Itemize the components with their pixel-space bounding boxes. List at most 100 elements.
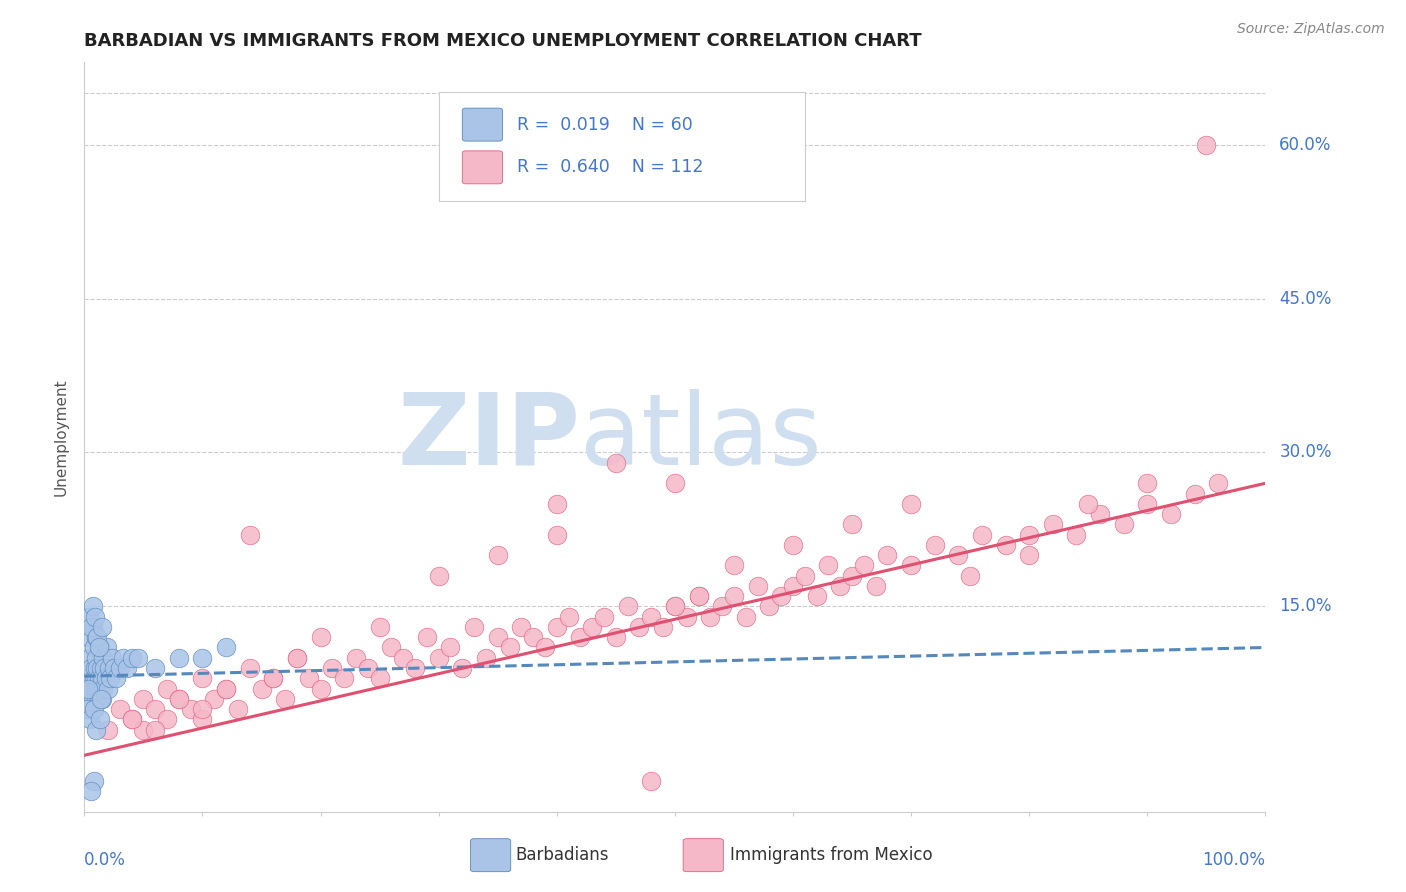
Point	[143, 723, 166, 737]
Point	[215, 640, 238, 655]
Point	[105, 671, 128, 685]
Point	[1184, 486, 1206, 500]
Point	[191, 671, 214, 685]
Point	[770, 589, 793, 603]
Point	[121, 712, 143, 726]
Point	[80, 784, 103, 798]
Point	[79, 681, 101, 696]
Text: Barbadians: Barbadians	[516, 847, 609, 864]
Point	[486, 630, 509, 644]
Point	[87, 671, 110, 685]
Text: Source: ZipAtlas.com: Source: ZipAtlas.com	[1237, 22, 1385, 37]
Point	[333, 671, 356, 685]
Point	[368, 620, 391, 634]
Point	[191, 650, 214, 665]
Point	[900, 558, 922, 573]
Point	[108, 702, 131, 716]
Point	[747, 579, 769, 593]
Point	[91, 691, 114, 706]
Point	[734, 609, 756, 624]
Point	[534, 640, 557, 655]
Point	[84, 671, 107, 685]
Point	[427, 650, 450, 665]
Point	[344, 650, 367, 665]
Point	[1136, 476, 1159, 491]
Point	[83, 773, 105, 788]
Point	[628, 620, 651, 634]
Point	[711, 599, 734, 614]
Point	[357, 661, 380, 675]
Point	[664, 599, 686, 614]
Point	[79, 712, 101, 726]
Point	[1088, 507, 1111, 521]
Point	[416, 630, 439, 644]
Point	[82, 620, 104, 634]
Point	[112, 650, 135, 665]
Point	[239, 661, 262, 675]
Point	[108, 661, 131, 675]
Point	[100, 650, 122, 665]
Point	[404, 661, 426, 675]
Point	[298, 671, 321, 685]
Point	[546, 620, 568, 634]
Point	[380, 640, 402, 655]
Point	[900, 497, 922, 511]
Point	[309, 681, 332, 696]
Point	[640, 609, 662, 624]
Point	[368, 671, 391, 685]
Point	[89, 712, 111, 726]
Point	[156, 712, 179, 726]
Point	[87, 640, 110, 655]
FancyBboxPatch shape	[683, 838, 723, 871]
Point	[1018, 548, 1040, 562]
Point	[699, 609, 721, 624]
Point	[91, 681, 114, 696]
Text: 100.0%: 100.0%	[1202, 851, 1265, 869]
Point	[309, 630, 332, 644]
Point	[841, 517, 863, 532]
Point	[79, 650, 101, 665]
Point	[723, 558, 745, 573]
Point	[215, 681, 238, 696]
Point	[970, 527, 993, 541]
Point	[84, 661, 107, 675]
Point	[546, 497, 568, 511]
Point	[76, 702, 98, 716]
Point	[180, 702, 202, 716]
Point	[852, 558, 875, 573]
Text: 15.0%: 15.0%	[1279, 598, 1331, 615]
Point	[605, 456, 627, 470]
Text: R =  0.019    N = 60: R = 0.019 N = 60	[516, 116, 692, 134]
Point	[77, 630, 100, 644]
Point	[80, 620, 103, 634]
FancyBboxPatch shape	[471, 838, 510, 871]
Point	[89, 640, 111, 655]
Point	[1206, 476, 1229, 491]
Point	[215, 681, 238, 696]
Point	[86, 630, 108, 644]
Point	[948, 548, 970, 562]
Point	[806, 589, 828, 603]
Point	[121, 650, 143, 665]
Point	[498, 640, 520, 655]
Point	[675, 609, 697, 624]
Point	[132, 691, 155, 706]
Point	[1018, 527, 1040, 541]
Point	[723, 589, 745, 603]
Point	[80, 661, 103, 675]
Point	[156, 681, 179, 696]
Point	[77, 681, 100, 696]
Point	[640, 773, 662, 788]
Point	[865, 579, 887, 593]
Point	[226, 702, 249, 716]
Point	[688, 589, 710, 603]
Point	[84, 609, 107, 624]
Point	[285, 650, 308, 665]
Text: R =  0.640    N = 112: R = 0.640 N = 112	[516, 159, 703, 177]
Point	[486, 548, 509, 562]
Point	[83, 640, 105, 655]
Point	[876, 548, 898, 562]
FancyBboxPatch shape	[439, 93, 804, 201]
Point	[91, 650, 114, 665]
Point	[96, 640, 118, 655]
